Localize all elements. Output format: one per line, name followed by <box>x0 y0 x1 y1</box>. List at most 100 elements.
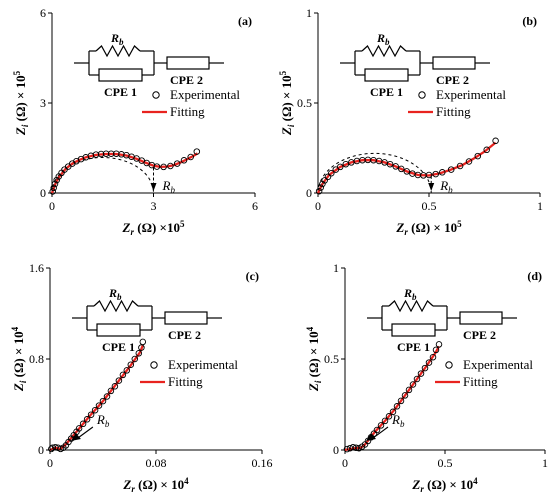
legend-label-fitting: Fitting <box>168 374 203 389</box>
resistor-symbol <box>388 299 434 313</box>
legend-marker-experimental <box>445 361 453 369</box>
series-0-point-7 <box>336 163 344 171</box>
series-0-point-20 <box>413 375 421 383</box>
semicircle-guide <box>51 157 154 194</box>
cpe1-symbol <box>364 68 409 82</box>
series-0-point-30 <box>483 146 490 154</box>
x-tick-label: 0.5 <box>438 456 453 470</box>
series-0-point-23 <box>425 171 433 179</box>
series-0-point-18 <box>398 165 405 173</box>
series-0-point-22 <box>138 157 145 164</box>
y-tick-label: 0 <box>38 443 44 457</box>
series-0-point-3 <box>321 177 328 184</box>
x-tick-label: 0 <box>47 456 53 470</box>
series-0-point-24 <box>429 353 437 361</box>
x-axis-label: Zr (Ω) × 104 <box>411 476 478 494</box>
legend-marker-experimental <box>152 91 160 99</box>
x-tick-label: 6 <box>252 199 258 213</box>
series-0-point-15 <box>102 150 110 157</box>
series-0-point-23 <box>123 367 131 374</box>
series-0-point-26 <box>135 350 143 357</box>
series-0-point-0 <box>343 445 351 453</box>
series-0-point-19 <box>403 168 411 175</box>
resistor-label: Rb <box>403 286 417 302</box>
rb-arrow-line <box>77 426 94 439</box>
y-axis-label: Zi (Ω) × 105 <box>12 70 30 136</box>
series-0-point-14 <box>87 411 95 418</box>
series-0-point-0 <box>315 187 323 195</box>
series-0-point-17 <box>113 150 120 157</box>
series-0-point-29 <box>180 157 188 164</box>
resistor-symbol <box>93 299 139 313</box>
y-tick-label: 1 <box>333 261 339 275</box>
y-tick-label: 0 <box>306 186 312 200</box>
series-0-point-28 <box>173 160 181 167</box>
resistor-label: Rb <box>376 31 390 47</box>
panel-label: (a) <box>238 14 252 28</box>
series-0-point-23 <box>425 359 433 366</box>
series-0-point-14 <box>389 408 397 416</box>
series-0-point-16 <box>386 160 394 168</box>
x-tick-label: 0 <box>342 456 348 470</box>
panel-d: 0 0.5 1 0 0.5 1 Zr (Ω) × 104 Zi (Ω) × 104 (d) Rb C… <box>305 261 548 494</box>
series-0-point-25 <box>439 169 446 176</box>
y-tick-label: 0.5 <box>324 352 339 366</box>
rb-label: Rb <box>391 412 405 429</box>
series-0-point-13 <box>385 413 393 420</box>
series-1-fitting-line <box>316 141 497 194</box>
rb-label: Rb <box>162 178 176 195</box>
panel-label: (b) <box>522 14 537 28</box>
series-0-point-14 <box>97 150 105 158</box>
series-0-point-25 <box>432 346 440 354</box>
resistor-symbol <box>95 44 141 58</box>
series-0-point-11 <box>377 422 385 429</box>
series-0-point-25 <box>131 355 139 363</box>
x-axis-label: Zr (Ω) × 104 <box>122 476 189 494</box>
cpe1-symbol <box>96 323 141 337</box>
legend-label-fitting: Fitting <box>463 374 498 389</box>
y-tick-label: 6 <box>40 6 46 20</box>
series-0-point-5 <box>328 169 335 177</box>
rb-arrowhead <box>366 433 376 441</box>
legend-marker-experimental <box>418 91 426 99</box>
series-0-point-4 <box>324 173 332 181</box>
cpe1-symbol <box>391 323 436 337</box>
series-0-point-13 <box>83 416 91 423</box>
series-0-point-17 <box>99 397 107 405</box>
series-0-point-19 <box>107 387 115 395</box>
cpe2-symbol <box>166 56 210 70</box>
legend-label-experimental: Experimental <box>436 87 506 102</box>
series-0-point-15 <box>91 406 99 414</box>
y-tick-label: 0.5 <box>297 96 312 110</box>
cpe2-symbol <box>432 56 476 70</box>
series-0-point-2 <box>51 180 59 188</box>
series-0-point-19 <box>409 381 417 388</box>
series-0-point-24 <box>432 170 439 178</box>
series-0-point-7 <box>64 163 72 170</box>
y-tick-label: 3 <box>40 96 46 110</box>
series-0-point-0 <box>48 445 55 453</box>
x-tick-label: 0.16 <box>252 456 273 470</box>
x-tick-label: 0 <box>49 199 55 213</box>
y-axis-label: Zi (Ω) × 104 <box>305 326 323 392</box>
panel-c: 0 0.08 0.16 0 0.8 1.6 Zr (Ω) × 104 Zi (Ω) × 104… <box>10 261 273 494</box>
series-0-point-4 <box>355 444 363 452</box>
panel-a: 0 3 6 0 3 6 Zr (Ω) ×105 Zi (Ω) × 105 (a) Rb CPE 1 C… <box>12 6 258 237</box>
series-0-point-21 <box>417 370 425 377</box>
series-0-point-22 <box>421 364 429 372</box>
legend-label-experimental: Experimental <box>170 87 240 102</box>
series-0-point-17 <box>392 163 399 170</box>
x-axis-label: Zr (Ω) ×105 <box>122 219 185 237</box>
series-0-point-26 <box>160 163 167 171</box>
legend-marker-experimental <box>150 361 158 369</box>
cpe1-symbol <box>98 68 143 82</box>
series-0-point-17 <box>401 392 409 399</box>
y-tick-label: 1.6 <box>29 261 44 275</box>
rb-arrow-line <box>372 426 389 439</box>
series-0-point-18 <box>118 151 125 158</box>
series-0-point-27 <box>167 162 174 170</box>
y-tick-label: 0.8 <box>29 352 44 366</box>
y-axis-label: Zi (Ω) × 105 <box>278 70 296 136</box>
series-1-fitting-line <box>344 345 441 452</box>
series-0-point-28 <box>465 158 473 165</box>
